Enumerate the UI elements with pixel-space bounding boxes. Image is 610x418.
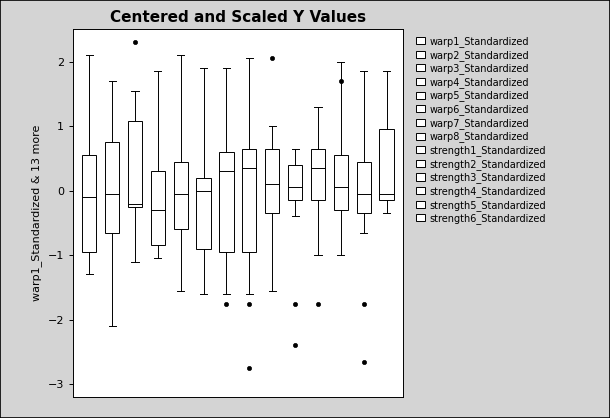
PathPatch shape (151, 171, 165, 245)
PathPatch shape (311, 149, 325, 200)
PathPatch shape (242, 149, 256, 252)
PathPatch shape (196, 178, 210, 249)
PathPatch shape (128, 121, 142, 207)
PathPatch shape (265, 149, 279, 213)
PathPatch shape (379, 129, 393, 200)
PathPatch shape (174, 161, 188, 229)
Y-axis label: warp1_Standardized & 13 more: warp1_Standardized & 13 more (31, 125, 42, 301)
PathPatch shape (357, 161, 371, 213)
PathPatch shape (220, 152, 234, 252)
PathPatch shape (82, 155, 96, 252)
Legend: warp1_Standardized, warp2_Standardized, warp3_Standardized, warp4_Standardized, : warp1_Standardized, warp2_Standardized, … (414, 34, 548, 226)
PathPatch shape (288, 165, 302, 200)
PathPatch shape (334, 155, 348, 210)
Title: Centered and Scaled Y Values: Centered and Scaled Y Values (110, 10, 366, 25)
PathPatch shape (105, 142, 119, 232)
